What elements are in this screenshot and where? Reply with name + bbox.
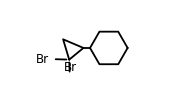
Text: Br: Br [64, 61, 77, 74]
Text: Br: Br [36, 53, 49, 66]
